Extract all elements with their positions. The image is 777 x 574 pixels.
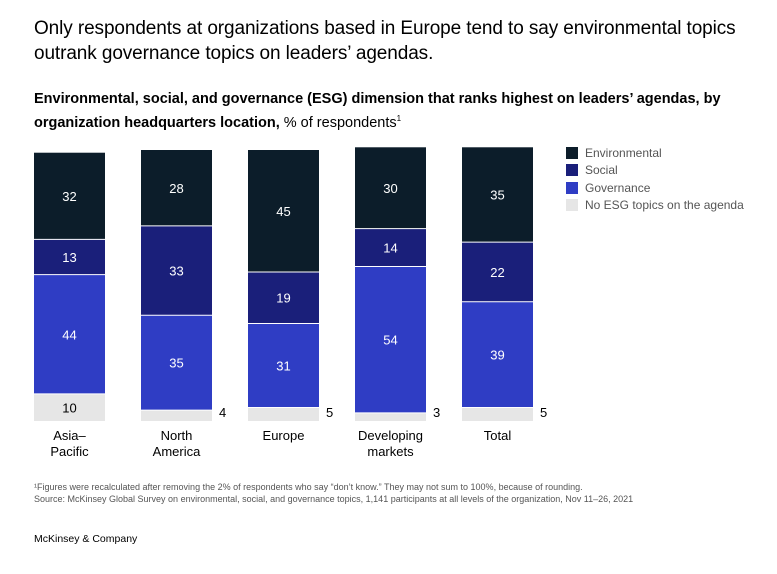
data-label-total-environmental: 35 [490, 188, 504, 203]
bar-asia-pacific-governance [34, 274, 105, 394]
bar-asia-pacific-environmental [34, 152, 105, 240]
legend-swatch-social [566, 164, 578, 177]
chart-subtitle: Environmental, social, and governance (E… [34, 89, 754, 133]
data-label-europe-social: 19 [276, 291, 290, 306]
data-label-north-america-social: 33 [169, 264, 183, 279]
bar-developing-markets-environmental [355, 147, 426, 229]
legend-swatch-no-esg-topics-on-the-agenda [566, 199, 578, 212]
footnotes: ¹Figures were recalculated after removin… [34, 481, 764, 505]
data-label-total-governance: 39 [490, 348, 504, 363]
chart-legend: Environmental Social Governance No ESG topi… [566, 144, 744, 214]
legend-label-environmental: Environmental [585, 145, 662, 160]
footnote-recalculation: ¹Figures were recalculated after removin… [34, 482, 583, 492]
legend-label-no-esg-topics-on-the-agenda: No ESG topics on the agenda [585, 198, 744, 213]
legend-item-governance: Governance [566, 179, 744, 197]
bar-developing-markets-social [355, 228, 426, 267]
data-label-europe-no-esg-topics-on-the-agenda: 5 [326, 405, 333, 420]
data-label-developing-markets-no-esg-topics-on-the-agenda: 3 [433, 405, 440, 420]
data-label-total-no-esg-topics-on-the-agenda: 5 [540, 405, 547, 420]
data-label-north-america-environmental: 28 [169, 181, 183, 196]
subtitle-description: Environmental, social, and governance (E… [34, 91, 721, 131]
footnote-source: Source: McKinsey Global Survey on enviro… [34, 494, 634, 504]
bar-europe-social [248, 271, 319, 324]
bar-north-america-no-esg-topics-on-the-agenda [141, 410, 212, 421]
bar-asia-pacific-social [34, 239, 105, 275]
data-label-asia-pacific-social: 13 [62, 250, 76, 265]
bar-north-america-environmental [141, 150, 212, 226]
bar-total-social [462, 242, 533, 302]
data-label-europe-governance: 31 [276, 358, 290, 373]
bar-asia-pacific-no-esg-topics-on-the-agenda [34, 393, 105, 421]
data-label-asia-pacific-governance: 44 [62, 327, 76, 342]
bar-total-environmental [462, 147, 533, 243]
category-label-developing-markets-line-2: markets [367, 444, 414, 459]
subtitle-unit: % of respondents [283, 114, 397, 131]
data-label-total-social: 22 [490, 265, 504, 280]
data-label-asia-pacific-environmental: 32 [62, 189, 76, 204]
stacked-bar-chart: 10441332Asia–Pacific4353328NorthAmerica5… [34, 147, 547, 459]
category-label-europe-line-1: Europe [263, 428, 305, 443]
bar-north-america-governance [141, 315, 212, 411]
bar-north-america-social [141, 225, 212, 316]
bar-europe-environmental [248, 150, 319, 272]
data-label-north-america-no-esg-topics-on-the-agenda: 4 [219, 405, 226, 420]
data-label-developing-markets-social: 14 [383, 241, 397, 256]
data-label-europe-environmental: 45 [276, 204, 290, 219]
legend-swatch-environmental [566, 146, 578, 159]
chart-headline: Only respondents at organizations based … [34, 18, 736, 64]
category-label-developing-markets-line-1: Developing [358, 428, 423, 443]
bar-total-governance [462, 301, 533, 408]
category-label-asia-pacific-line-1: Asia– [53, 428, 86, 443]
bar-developing-markets-no-esg-topics-on-the-agenda [355, 412, 426, 421]
category-label-north-america-line-1: North [161, 428, 193, 443]
legend-item-social: Social [566, 162, 744, 180]
brand-logo-text: McKinsey & Company [34, 533, 138, 545]
subtitle-footnote-marker: 1 [396, 114, 402, 123]
data-label-north-america-governance: 35 [169, 356, 183, 371]
data-label-developing-markets-governance: 54 [383, 333, 397, 348]
legend-item-no-esg-topics-on-the-agenda: No ESG topics on the agenda [566, 197, 744, 215]
bar-europe-governance [248, 323, 319, 408]
bar-developing-markets-governance [355, 266, 426, 413]
legend-label-governance: Governance [585, 180, 651, 195]
legend-item-environmental: Environmental [566, 144, 744, 162]
bar-europe-no-esg-topics-on-the-agenda [248, 407, 319, 421]
legend-swatch-governance [566, 181, 578, 194]
legend-label-social: Social [585, 163, 618, 178]
category-label-total-line-1: Total [484, 428, 512, 443]
bar-total-no-esg-topics-on-the-agenda [462, 407, 533, 421]
data-label-asia-pacific-no-esg-topics-on-the-agenda: 10 [62, 400, 76, 415]
category-label-north-america-line-2: America [153, 444, 201, 459]
category-label-asia-pacific-line-2: Pacific [50, 444, 89, 459]
data-label-developing-markets-environmental: 30 [383, 181, 397, 196]
